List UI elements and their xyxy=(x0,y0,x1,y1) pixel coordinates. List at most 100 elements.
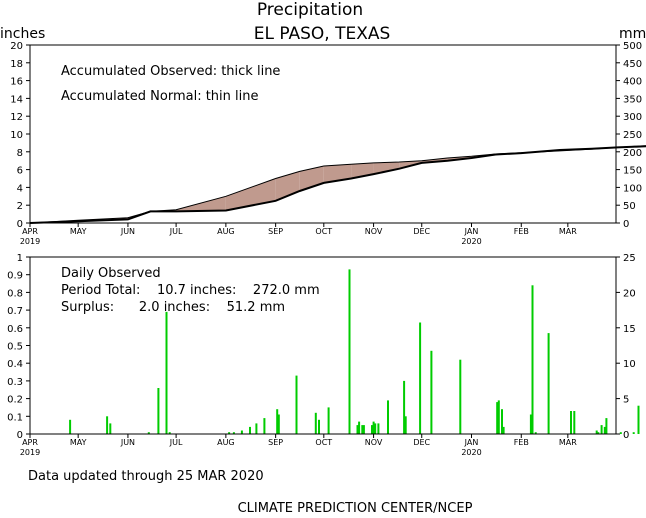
x-tick-label: OCT xyxy=(315,438,332,447)
x-tick-label: MAY xyxy=(70,438,87,447)
accumulated-difference-fills xyxy=(30,145,646,223)
annotation-period-total: Period Total: 10.7 inches: 272.0 mm xyxy=(61,283,320,298)
x-tick-label: JAN xyxy=(464,438,479,447)
y-tick-label: 12 xyxy=(10,112,23,123)
y-right-tick-label: 50 xyxy=(623,201,636,212)
y-right-tick-label: 0 xyxy=(623,430,629,441)
daily-bar xyxy=(356,425,359,434)
daily-bar xyxy=(374,423,377,434)
daily-bar xyxy=(547,333,550,434)
x-tick-label: MAY xyxy=(70,227,87,236)
y-tick-label: 6 xyxy=(17,166,23,177)
annotation-surplus: Surplus: 2.0 inches: 51.2 mm xyxy=(61,300,285,315)
y-right-tick-label: 20 xyxy=(623,288,636,299)
daily-bar xyxy=(570,411,572,434)
y-tick-label: 0.5 xyxy=(7,342,23,353)
y-right-tick-label: 15 xyxy=(623,324,636,335)
y-tick-label: 2 xyxy=(17,201,23,212)
daily-bar xyxy=(573,411,576,434)
x-tick-label: SEP xyxy=(268,438,283,447)
daily-bar xyxy=(165,311,168,434)
daily-bar xyxy=(501,409,503,434)
y-tick-label: 0 xyxy=(17,430,23,441)
daily-bar xyxy=(459,359,462,434)
footer-updated: Data updated through 25 MAR 2020 xyxy=(28,469,264,484)
daily-bar xyxy=(318,419,320,434)
y-right-tick-label: 10 xyxy=(623,359,636,370)
y-tick-label: 18 xyxy=(10,59,23,70)
deficit-area xyxy=(323,164,352,183)
y-right-tick-label: 5 xyxy=(623,395,629,406)
y-right-tick-label: 100 xyxy=(623,183,642,194)
x-tick-label: MAR xyxy=(559,227,577,236)
x-tick-label: JUN xyxy=(120,438,135,447)
y-tick-label: 0.7 xyxy=(7,306,23,317)
daily-bar xyxy=(497,400,500,434)
y-tick-label: 4 xyxy=(17,183,23,194)
daily-bar xyxy=(377,423,380,434)
x-tick-label: JAN xyxy=(464,227,479,236)
y-tick-label: 0.1 xyxy=(7,412,23,423)
x-tick-label: OCT xyxy=(315,227,332,236)
daily-bar xyxy=(295,375,298,434)
y-tick-label: 0.6 xyxy=(7,324,23,335)
daily-bar xyxy=(157,388,160,434)
y-right-tick-label: 300 xyxy=(623,112,642,123)
accumulated-normal-line xyxy=(29,145,646,224)
daily-bar xyxy=(605,418,608,434)
daily-bar xyxy=(387,400,389,434)
unit-left-label: inches xyxy=(0,26,45,42)
x-tick-label: FEB xyxy=(514,227,529,236)
y-right-tick-label: 0 xyxy=(623,219,629,230)
footer-agency: CLIMATE PREDICTION CENTER/NCEP xyxy=(238,501,473,516)
y-tick-label: 0 xyxy=(17,219,23,230)
daily-bar xyxy=(534,432,537,434)
daily-bar xyxy=(277,414,280,434)
y-right-tick-label: 400 xyxy=(623,77,642,88)
x-tick-label: MAR xyxy=(559,438,577,447)
chart-title: Precipitation xyxy=(257,0,363,20)
y-right-tick-label: 350 xyxy=(623,94,642,105)
accumulated-panel: 0246810121416182005010015020025030035040… xyxy=(10,41,646,246)
x-tick-label: JUL xyxy=(169,438,183,447)
y-right-tick-label: 25 xyxy=(623,253,636,264)
daily-bar xyxy=(403,380,406,434)
x-year-label: 2020 xyxy=(461,237,481,246)
daily-bar xyxy=(632,432,635,434)
daily-bar xyxy=(619,432,622,434)
daily-bar xyxy=(232,432,235,434)
daily-bar xyxy=(529,414,532,434)
daily-axes: 00.10.20.30.40.50.60.70.80.910510152025A… xyxy=(7,253,636,457)
x-tick-label: FEB xyxy=(514,438,529,447)
x-tick-label: DEC xyxy=(413,227,430,236)
y-tick-label: 10 xyxy=(10,130,23,141)
daily-bar xyxy=(314,412,317,434)
daily-bar xyxy=(240,430,243,434)
daily-bar xyxy=(348,269,351,434)
daily-bar xyxy=(263,418,266,434)
accumulated-axes: 0246810121416182005010015020025030035040… xyxy=(10,41,642,246)
x-tick-label: APR xyxy=(22,227,38,236)
daily-bar xyxy=(276,409,279,434)
daily-bar xyxy=(249,426,251,434)
x-tick-label: JUN xyxy=(120,227,135,236)
daily-bar xyxy=(496,402,499,434)
daily-bar xyxy=(404,416,407,434)
daily-bar xyxy=(228,432,231,434)
daily-bar xyxy=(106,416,109,434)
y-right-tick-label: 500 xyxy=(623,41,642,52)
daily-bar xyxy=(362,425,365,434)
x-tick-label: AUG xyxy=(217,227,235,236)
daily-bar xyxy=(597,432,600,434)
y-tick-label: 0.3 xyxy=(7,377,23,388)
x-tick-label: AUG xyxy=(217,438,235,447)
y-right-tick-label: 250 xyxy=(623,130,642,141)
x-tick-label: NOV xyxy=(365,438,383,447)
daily-bars xyxy=(69,269,640,434)
daily-bar xyxy=(419,322,422,434)
y-tick-label: 20 xyxy=(10,41,23,52)
daily-bar xyxy=(361,425,364,434)
daily-bar xyxy=(168,432,171,434)
y-tick-label: 14 xyxy=(10,94,23,105)
